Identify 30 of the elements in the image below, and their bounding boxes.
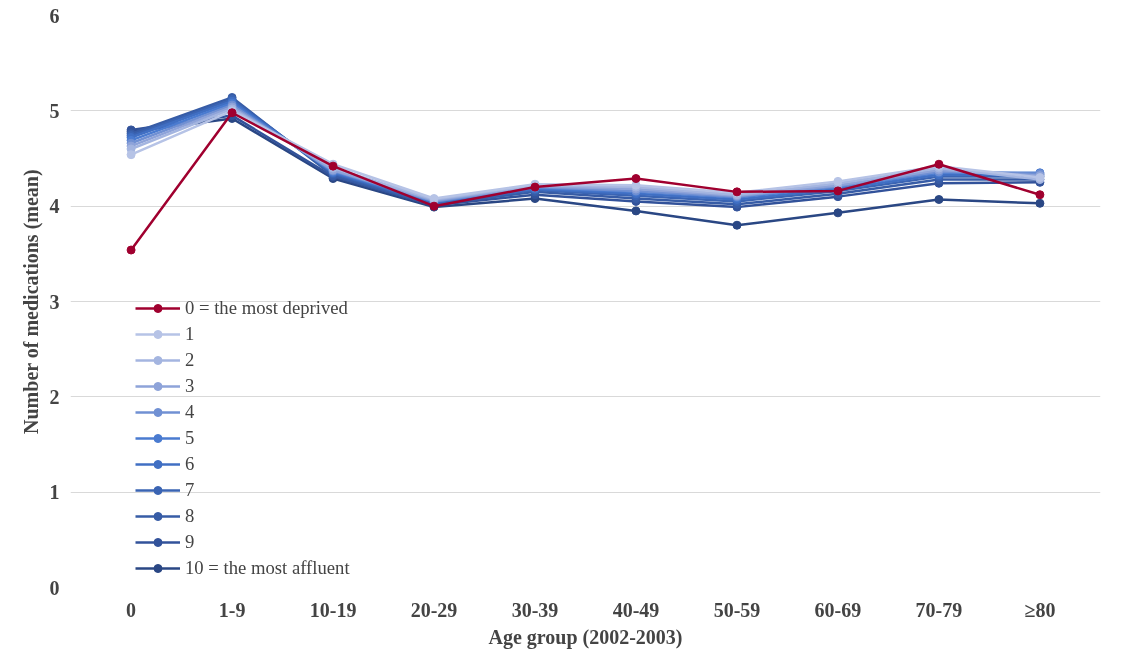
x-tick-label: 40-49 bbox=[612, 598, 660, 621]
legend-label: 10 = the most affluent bbox=[185, 557, 350, 579]
y-axis-title: Number of medications (mean) bbox=[19, 169, 43, 434]
x-tick-label: 50-59 bbox=[713, 598, 761, 621]
y-tick-label: 2 bbox=[49, 385, 60, 408]
x-tick-label: 30-39 bbox=[511, 598, 559, 621]
x-axis-title: Age group (2002-2003) bbox=[488, 625, 683, 649]
legend-label: 1 bbox=[185, 323, 196, 345]
x-tick-label: 0 bbox=[126, 598, 137, 621]
y-tick-label: 4 bbox=[49, 195, 60, 218]
x-tick-label: 70-79 bbox=[915, 598, 963, 621]
legend-label: 8 bbox=[185, 505, 196, 527]
y-tick-label: 5 bbox=[49, 99, 60, 122]
y-tick-label: 6 bbox=[49, 4, 60, 27]
x-tick-label: 20-29 bbox=[410, 598, 458, 621]
y-tick-label: 3 bbox=[49, 290, 60, 313]
legend-label: 9 bbox=[185, 531, 196, 553]
legend-label: 7 bbox=[185, 479, 196, 501]
legend-label: 4 bbox=[185, 401, 196, 423]
x-tick-label: 10-19 bbox=[309, 598, 357, 621]
legend-label: 3 bbox=[185, 375, 196, 397]
legend-label: 0 = the most deprived bbox=[185, 297, 348, 319]
legend-label: 2 bbox=[185, 349, 196, 371]
legend-label: 5 bbox=[185, 427, 196, 449]
x-tick-label: 1-9 bbox=[218, 598, 246, 621]
legend-label: 6 bbox=[185, 453, 196, 475]
y-tick-label: 1 bbox=[49, 481, 60, 504]
x-tick-label: 60-69 bbox=[814, 598, 862, 621]
x-tick-label: ≥80 bbox=[1024, 598, 1056, 621]
y-tick-label: 0 bbox=[49, 576, 60, 599]
